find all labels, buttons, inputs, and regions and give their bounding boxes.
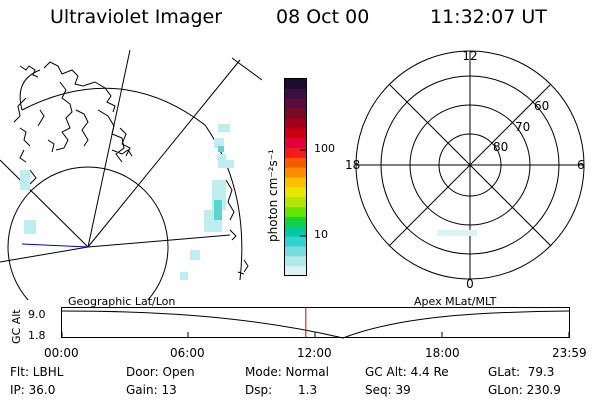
colorbar-segment (285, 128, 306, 139)
altitude-tick-min: 1.8 (28, 329, 46, 342)
colorbar-segment (285, 177, 306, 188)
colorbar-tick-10: 10 (314, 228, 328, 241)
mlt-label-18: 18 (345, 158, 360, 172)
door-info: Door: Open (126, 365, 195, 379)
altitude-axis-label: GC Alt (10, 309, 23, 344)
mlt-label-12: 12 (462, 49, 477, 63)
gain-info: Gain: 13 (126, 383, 177, 397)
mlt-label-0: 0 (466, 277, 474, 291)
orbit-altitude-timeline (61, 307, 570, 339)
colorbar-segment (285, 207, 306, 218)
date-label: 08 Oct 00 (276, 6, 370, 28)
glon-info: GLon: 230.9 (488, 383, 561, 397)
filter-info: Flt: LBHL (10, 365, 64, 379)
seq-info: Seq: 39 (365, 383, 411, 397)
apex-title: Apex MLat/MLT (414, 295, 497, 308)
colorbar-segment (285, 266, 306, 277)
colorbar-segment (285, 118, 306, 129)
instrument-title: Ultraviolet Imager (50, 6, 223, 28)
mlt-label-6: 6 (577, 158, 585, 172)
colorbar-segment (285, 108, 306, 119)
colorbar-segment (285, 79, 306, 90)
dsp-info-label: Dsp: (245, 383, 273, 397)
mlat-label-80: 80 (493, 140, 508, 154)
timeline-tick-0600: 06:00 (170, 346, 205, 360)
time-label: 11:32:07 UT (430, 6, 547, 28)
colorbar-segment (285, 226, 306, 238)
colorbar-tick-100: 100 (314, 142, 335, 155)
dsp-info-value: 1.3 (298, 383, 318, 397)
mlat-label-70: 70 (515, 120, 530, 134)
colorbar-segment (285, 147, 306, 159)
timeline-tick-2359: 23:59 (552, 346, 587, 360)
colorbar-segment (285, 216, 306, 228)
colorbar-segment (285, 197, 306, 208)
polar-plot: 12 0 18 6 60 70 80 (345, 49, 585, 291)
colorbar-segment (285, 157, 306, 169)
colorbar-unit-label: photon cm⁻²s⁻¹ (266, 149, 280, 242)
colorbar-segment (285, 187, 306, 198)
colorbar-segment (285, 88, 306, 100)
colorbar-segment (285, 256, 306, 267)
timeline-tick-1200: 12:00 (297, 346, 332, 360)
colorbar-segment (285, 98, 306, 110)
ip-info: IP: 36.0 (10, 383, 56, 397)
colorbar-segment (285, 167, 306, 178)
geographic-title: Geographic Lat/Lon (68, 295, 176, 308)
mode-info: Mode: Normal (245, 365, 329, 379)
colorbar-segment (285, 236, 306, 247)
colorbar-segment (285, 138, 306, 149)
gc-alt-info: GC Alt: 4.4 Re (365, 365, 449, 379)
colorbar (284, 78, 307, 277)
altitude-tick-max: 9.0 (28, 308, 46, 321)
timeline-tick-1800: 18:00 (425, 346, 460, 360)
glat-info: GLat: 79.3 (488, 365, 555, 379)
timeline-tick-0000: 00:00 (44, 346, 79, 360)
colorbar-segment (285, 246, 306, 257)
mlat-label-60: 60 (534, 99, 549, 113)
geographic-map-panel (0, 50, 262, 300)
